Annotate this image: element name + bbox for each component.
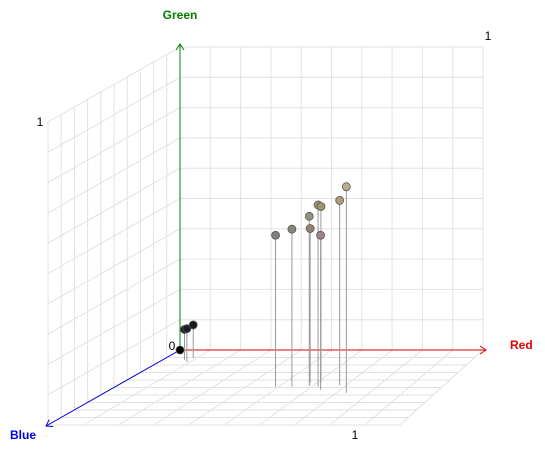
point (316, 202, 326, 211)
y-axis-label: Green (163, 8, 198, 22)
grid-line (258, 349, 363, 426)
points (175, 182, 351, 393)
point (188, 320, 198, 330)
point (305, 224, 315, 233)
z-tick-label: 1 (485, 29, 492, 43)
z-axis-head (45, 419, 54, 428)
grid-line (364, 349, 454, 426)
grid-line (47, 167, 181, 244)
x-tick-label: 1 (352, 428, 359, 442)
point (287, 224, 297, 234)
point (335, 196, 345, 205)
point (341, 182, 351, 192)
grid-line (399, 349, 484, 426)
grid (47, 46, 484, 426)
grid-line (329, 349, 423, 426)
grid-line (47, 137, 181, 214)
point (316, 230, 325, 240)
y-tick-label: 0 (169, 339, 176, 353)
grid-line (47, 76, 181, 153)
axes (45, 43, 487, 428)
grid-line (47, 198, 181, 274)
x-axis-head (479, 345, 487, 355)
z-axis (45, 349, 181, 427)
point (304, 211, 314, 221)
grid-line (47, 46, 181, 123)
y-tick-label: 1 (37, 115, 44, 129)
grid-line (294, 349, 393, 426)
x-axis-label: Red (510, 338, 533, 352)
point (182, 324, 192, 334)
grid-line (47, 107, 181, 184)
point (271, 230, 280, 240)
y-axis-head (175, 43, 185, 51)
z-axis-label: Blue (10, 428, 36, 442)
point (175, 345, 185, 355)
